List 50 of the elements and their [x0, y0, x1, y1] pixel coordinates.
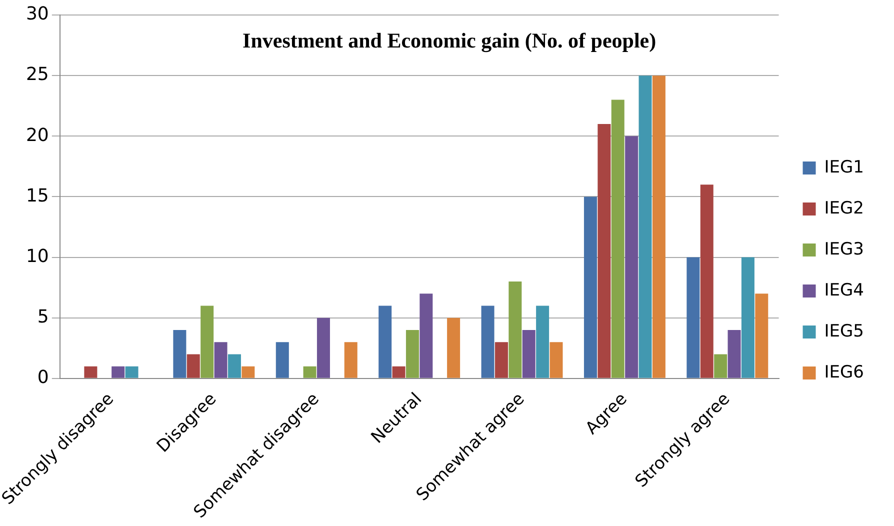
bar [242, 366, 255, 378]
bar [584, 196, 597, 378]
bar [755, 294, 768, 378]
bar [625, 136, 638, 378]
legend-label: IEG5 [824, 321, 864, 342]
bar [638, 76, 652, 378]
legend-label: IEG2 [824, 198, 864, 218]
y-tick-label: 15 [26, 185, 49, 206]
bar [652, 76, 666, 378]
y-tick-label: 0 [37, 367, 49, 388]
bar [741, 257, 754, 378]
bar [522, 330, 536, 378]
legend-label: IEG4 [824, 280, 864, 300]
bar [714, 354, 728, 378]
y-tick-label: 5 [37, 306, 49, 328]
bar [186, 354, 200, 378]
bar [598, 124, 611, 378]
bar [686, 257, 700, 378]
bar [406, 330, 419, 378]
y-tick-label: 10 [26, 246, 49, 267]
text: Investment and Economic gain (No. of people) [242, 28, 656, 52]
bar [173, 330, 186, 378]
legend-label: IEG1 [824, 157, 864, 178]
bar [303, 366, 316, 378]
bar [392, 366, 406, 378]
bar [700, 184, 714, 378]
bar [344, 342, 358, 378]
bar [84, 366, 98, 378]
bar [611, 100, 624, 378]
y-tick-label: 20 [26, 124, 49, 146]
bar [420, 294, 433, 378]
bar [112, 366, 125, 378]
bar [494, 342, 508, 378]
bar [447, 318, 460, 378]
bar [200, 306, 214, 378]
bar [316, 318, 330, 378]
bar [125, 366, 138, 378]
legend-label: IEG6 [824, 362, 864, 382]
bar [276, 342, 289, 378]
bar [228, 354, 241, 378]
y-tick-label: 30 [26, 4, 49, 25]
bar [550, 342, 563, 378]
bar [536, 306, 550, 378]
bar [481, 306, 494, 378]
bar [378, 306, 392, 378]
y-tick-label: 25 [26, 64, 49, 86]
bar [214, 342, 228, 378]
legend-label: IEG3 [824, 239, 864, 260]
bar [728, 330, 741, 378]
bar [508, 282, 522, 378]
